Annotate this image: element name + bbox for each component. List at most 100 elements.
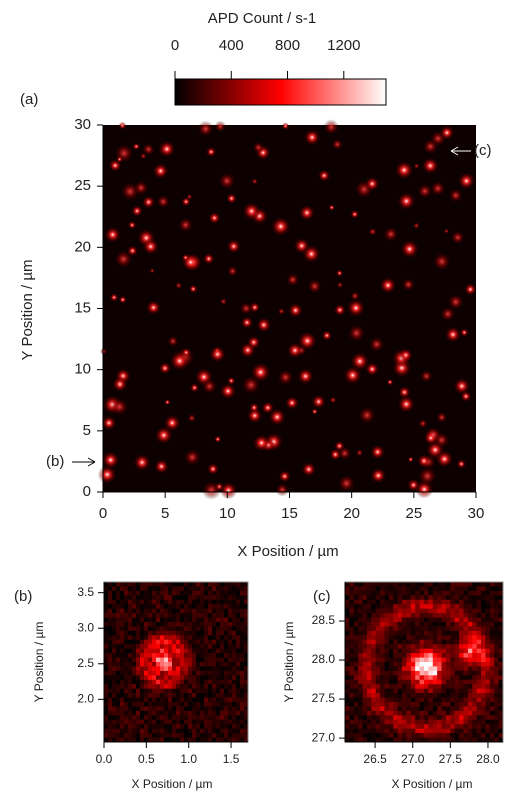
heatmap-texture bbox=[200, 662, 205, 667]
heatmap-texture bbox=[459, 644, 464, 649]
heatmap-texture bbox=[424, 599, 429, 605]
heatmap-texture bbox=[124, 613, 129, 618]
heatmap-texture bbox=[494, 613, 499, 618]
heatmap-texture bbox=[494, 617, 499, 623]
heatmap-texture bbox=[240, 595, 245, 601]
heatmap-texture bbox=[460, 390, 472, 402]
heatmap-texture bbox=[172, 719, 177, 725]
heatmap-texture bbox=[220, 613, 225, 618]
heatmap-texture bbox=[172, 604, 177, 609]
heatmap-texture bbox=[232, 582, 237, 587]
heatmap-texture bbox=[132, 630, 137, 636]
heatmap-texture bbox=[494, 706, 499, 712]
heatmap-texture bbox=[402, 595, 407, 601]
heatmap-texture bbox=[164, 613, 169, 618]
heatmap-texture bbox=[441, 622, 447, 627]
heatmap-texture bbox=[489, 684, 495, 689]
heatmap-texture bbox=[481, 613, 486, 618]
heatmap-texture bbox=[454, 644, 460, 649]
heatmap-texture bbox=[349, 586, 355, 592]
heatmap-texture bbox=[232, 662, 237, 667]
heatmap-texture bbox=[402, 737, 407, 743]
heatmap-texture bbox=[476, 653, 482, 658]
heatmap-texture bbox=[128, 737, 133, 743]
heatmap-texture bbox=[472, 657, 477, 663]
heatmap-texture bbox=[208, 582, 213, 587]
heatmap-texture bbox=[388, 728, 394, 734]
heatmap-texture bbox=[397, 613, 403, 618]
heatmap-texture bbox=[120, 608, 125, 614]
heatmap-texture bbox=[152, 688, 157, 694]
heatmap-texture bbox=[160, 737, 165, 743]
heatmap-texture bbox=[128, 608, 133, 614]
heatmap-texture bbox=[393, 613, 398, 618]
heatmap-texture bbox=[406, 653, 412, 658]
heatmap-texture bbox=[349, 582, 355, 587]
heatmap-texture bbox=[128, 635, 133, 641]
heatmap-texture bbox=[406, 635, 412, 641]
heatmap-texture bbox=[349, 697, 355, 703]
heatmap-texture bbox=[208, 635, 213, 641]
heatmap-texture bbox=[424, 657, 429, 663]
heatmap-texture bbox=[132, 608, 137, 614]
heatmap-texture bbox=[240, 639, 245, 645]
heatmap-texture bbox=[445, 679, 451, 685]
heatmap-texture bbox=[172, 728, 177, 734]
heatmap-texture bbox=[196, 715, 201, 721]
heatmap-texture bbox=[463, 608, 469, 614]
heatmap-texture bbox=[450, 657, 456, 663]
heatmap-texture bbox=[160, 697, 165, 703]
heatmap-texture bbox=[136, 630, 141, 636]
heatmap-texture bbox=[428, 599, 434, 605]
heatmap-texture bbox=[108, 702, 113, 707]
heatmap-texture bbox=[176, 737, 181, 743]
heatmap-texture bbox=[192, 733, 197, 738]
heatmap-texture bbox=[200, 710, 205, 716]
heatmap-texture bbox=[220, 670, 225, 676]
heatmap-texture bbox=[494, 648, 499, 654]
heatmap-texture bbox=[108, 590, 113, 596]
heatmap-texture bbox=[393, 679, 398, 685]
heatmap-texture bbox=[402, 626, 407, 632]
heatmap-texture bbox=[424, 582, 429, 587]
heatmap-texture bbox=[148, 702, 153, 707]
heatmap-texture bbox=[148, 608, 153, 614]
heatmap-texture bbox=[489, 706, 495, 712]
heatmap-texture bbox=[397, 697, 403, 703]
heatmap-texture bbox=[375, 733, 381, 738]
heatmap-texture bbox=[485, 599, 491, 605]
heatmap-texture bbox=[140, 728, 145, 734]
heatmap-texture bbox=[362, 635, 368, 641]
heatmap-texture bbox=[172, 679, 177, 685]
heatmap-texture bbox=[156, 715, 161, 721]
heatmap-texture bbox=[402, 599, 407, 605]
heatmap-texture bbox=[192, 639, 197, 645]
heatmap-texture bbox=[208, 675, 213, 681]
heatmap-texture bbox=[388, 604, 394, 609]
heatmap-texture bbox=[366, 697, 372, 703]
heatmap-texture bbox=[450, 706, 456, 712]
heatmap-texture bbox=[232, 626, 237, 632]
heatmap-texture bbox=[244, 635, 249, 641]
heatmap-texture bbox=[476, 702, 482, 707]
heatmap-texture bbox=[432, 679, 438, 685]
heatmap-texture bbox=[236, 724, 241, 729]
heatmap-texture bbox=[216, 710, 221, 716]
heatmap-texture bbox=[417, 454, 431, 468]
heatmap-texture bbox=[156, 613, 161, 618]
heatmap-texture bbox=[212, 644, 217, 649]
heatmap-texture bbox=[220, 679, 225, 685]
heatmap-texture bbox=[370, 467, 387, 484]
heatmap-texture bbox=[329, 396, 337, 404]
heatmap-texture bbox=[476, 715, 482, 721]
heatmap-texture bbox=[472, 710, 477, 716]
heatmap-texture bbox=[232, 657, 237, 663]
heatmap-texture bbox=[358, 724, 363, 729]
heatmap-texture bbox=[494, 586, 499, 592]
heatmap-texture bbox=[485, 737, 491, 743]
heatmap-texture bbox=[204, 693, 209, 698]
heatmap-texture bbox=[450, 230, 465, 245]
heatmap-texture bbox=[384, 693, 390, 698]
heatmap-texture bbox=[366, 635, 372, 641]
heatmap-texture bbox=[204, 679, 209, 685]
